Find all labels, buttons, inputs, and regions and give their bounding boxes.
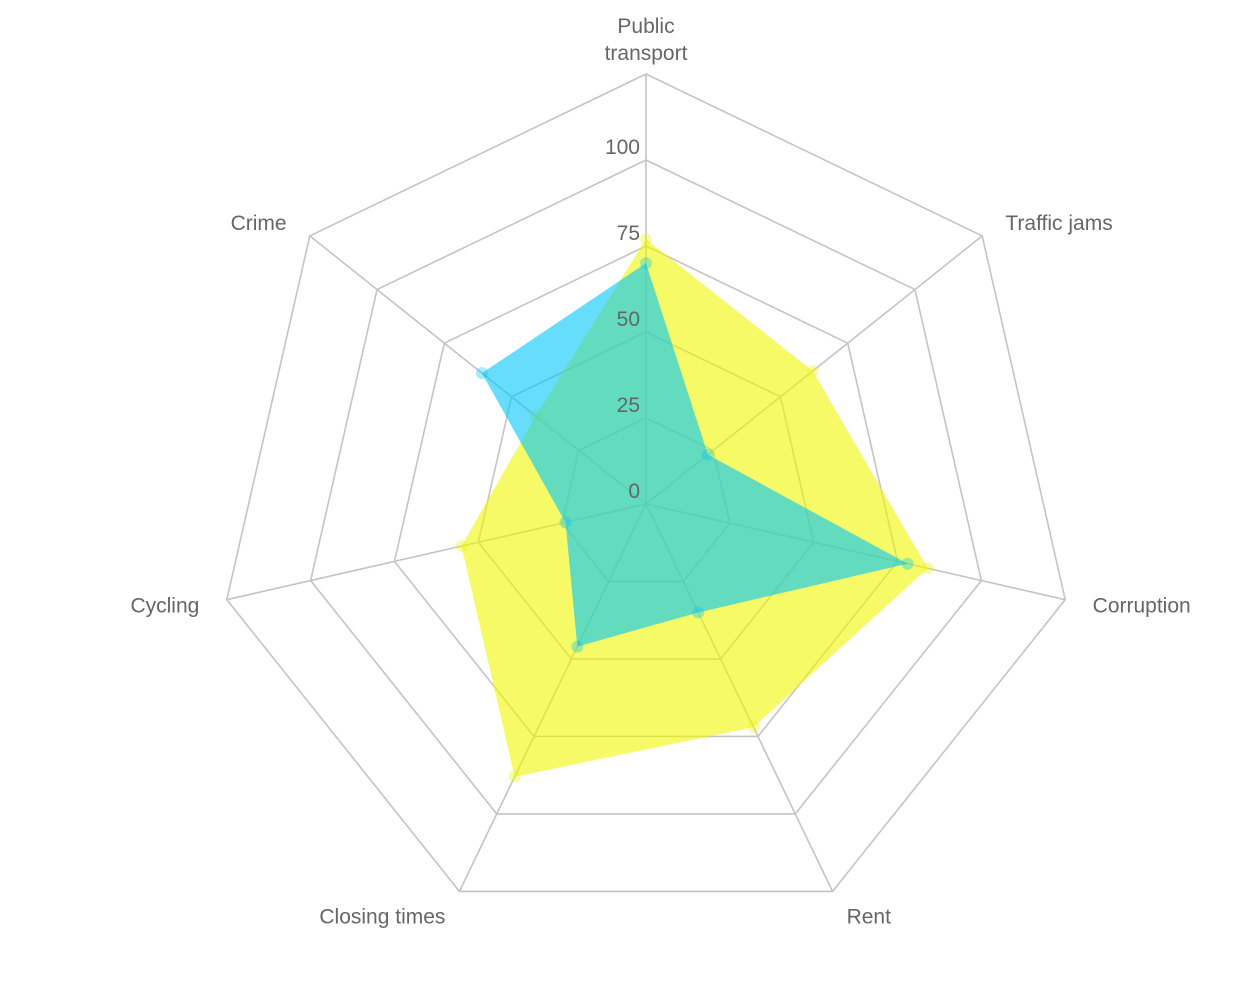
tick-labels: 0 25 50 75 100 [605, 136, 640, 503]
tick-label-50: 50 [617, 308, 640, 331]
series-1-point-rent[interactable] [747, 721, 760, 734]
grid-ring-125 [225, 73, 1067, 893]
category-label-closing-times: Closing times [319, 905, 445, 928]
series-1-point-closing-times[interactable] [508, 770, 521, 783]
tick-label-75: 75 [617, 222, 640, 245]
series-2-point-corruption[interactable] [901, 557, 914, 570]
category-label-corruption: Corruption [1093, 595, 1191, 618]
category-label-public-transport: Public transport [605, 15, 688, 65]
category-label-line: Closing times [319, 905, 445, 928]
series-2-point-public-transport[interactable] [640, 257, 652, 270]
tick-label-100: 100 [605, 136, 640, 159]
category-label-crime: Crime [231, 212, 287, 235]
tick-label-0: 0 [628, 480, 640, 503]
series-2-point-closing-times[interactable] [571, 640, 584, 653]
series-2-point-rent[interactable] [692, 606, 705, 619]
category-label-traffic-jams: Traffic jams [1005, 212, 1112, 235]
series-layer [455, 233, 934, 783]
category-label-line: Public [617, 15, 674, 38]
grid-ring-100 [309, 159, 983, 815]
category-label-line: Cycling [130, 595, 199, 618]
series-2-area [481, 263, 908, 647]
series-1-point-cycling[interactable] [455, 540, 468, 553]
series-2-point-crime[interactable] [475, 367, 488, 380]
category-label-line: Corruption [1093, 595, 1191, 618]
category-label-line: Crime [231, 212, 287, 235]
category-label-rent: Rent [847, 905, 892, 928]
tick-label-25: 25 [617, 394, 640, 417]
category-labels: Public transport Traffic jams Corruption Ren… [130, 15, 1190, 928]
series-1-point-public-transport[interactable] [640, 233, 652, 246]
category-label-line: transport [605, 42, 688, 65]
series-2-point-traffic-jams[interactable] [701, 448, 714, 461]
series-1-point-traffic-jams[interactable] [806, 365, 819, 378]
category-label-line: Rent [847, 905, 892, 928]
category-label-cycling: Cycling [130, 595, 199, 618]
series-2-point-cycling[interactable] [559, 516, 572, 529]
category-label-line: Traffic jams [1005, 212, 1112, 235]
series-1-point-corruption[interactable] [921, 562, 934, 575]
